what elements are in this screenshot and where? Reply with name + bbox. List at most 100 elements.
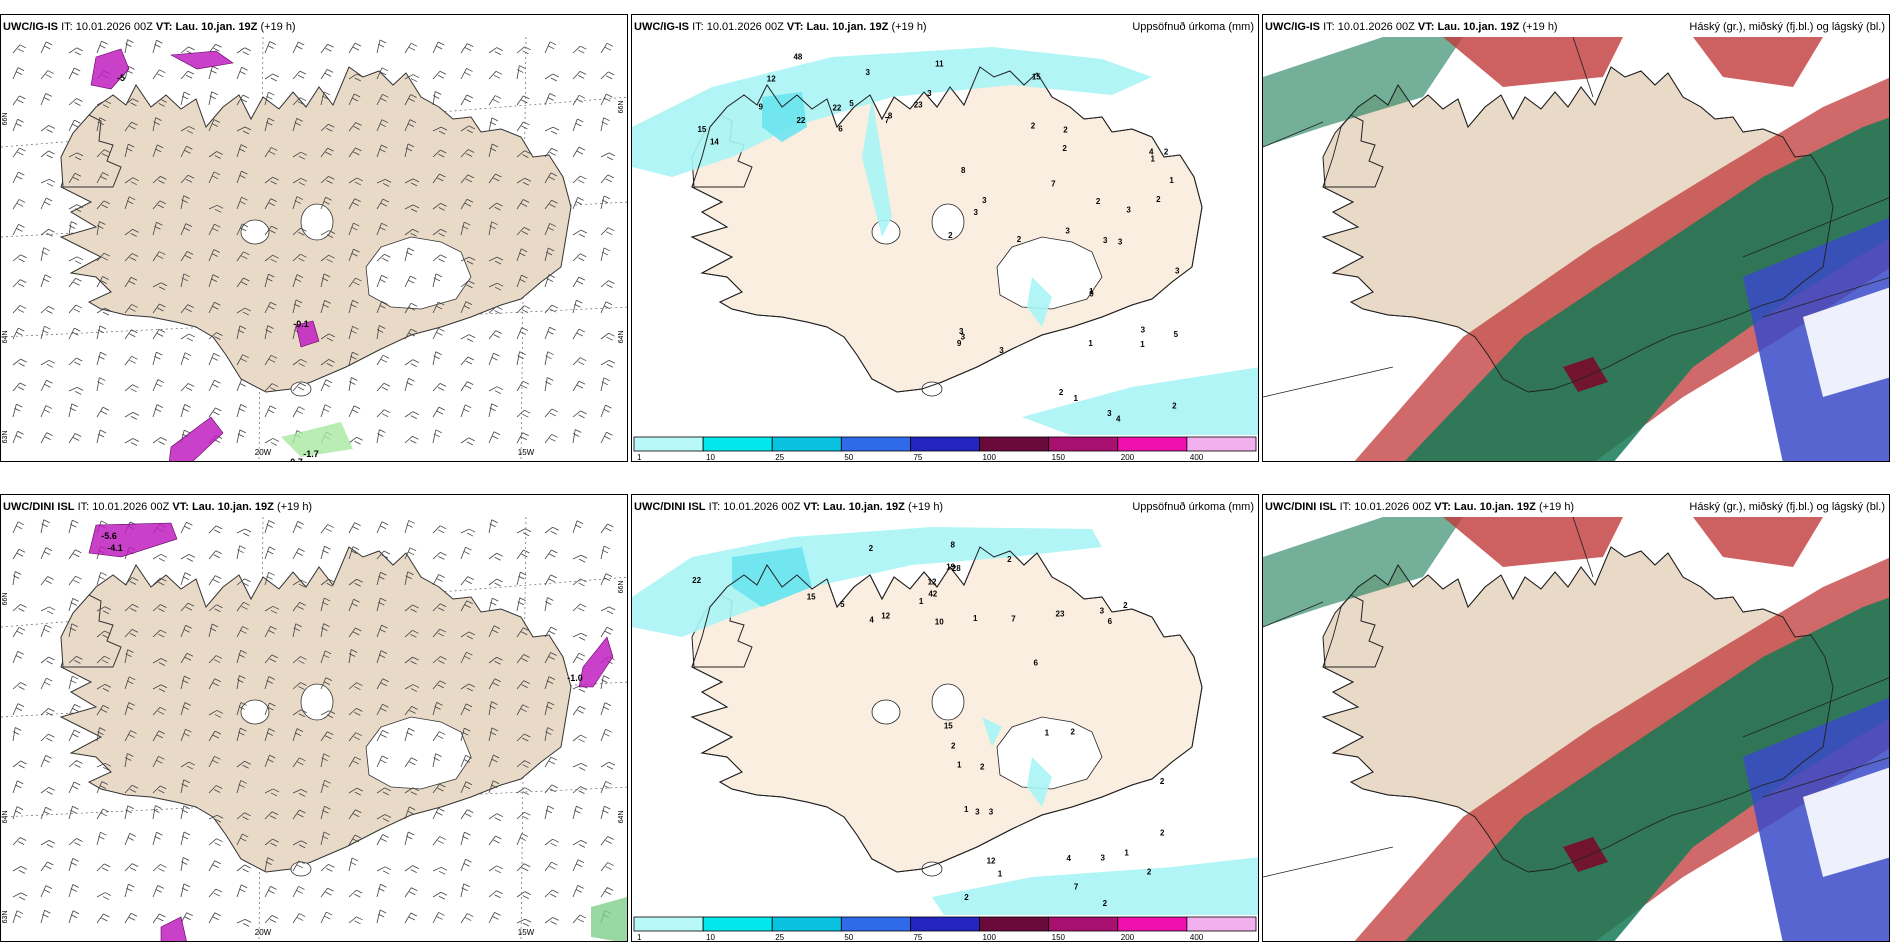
it-value: 10.01.2026 00Z <box>75 21 153 33</box>
wind-barb <box>516 380 530 392</box>
wind-barb <box>96 572 107 586</box>
wind-barb <box>180 883 191 898</box>
precip-shading <box>632 47 1258 447</box>
precip-value: 2 <box>1017 235 1022 244</box>
wind-barb <box>544 727 554 742</box>
wind-barb <box>544 377 554 392</box>
wind-barb <box>544 861 558 872</box>
wind-barb <box>320 273 331 288</box>
precip-value: 8 <box>888 111 893 120</box>
wind-barb <box>348 857 359 872</box>
wind-barb <box>96 762 112 771</box>
wind-barb <box>320 731 334 742</box>
magenta-area <box>90 48 130 90</box>
wind-barb <box>488 95 502 106</box>
wind-barb <box>124 649 134 664</box>
wind-barb <box>180 145 193 158</box>
wind-barb <box>180 333 196 342</box>
wind-barb <box>292 70 307 80</box>
wind-barb <box>376 144 388 158</box>
wind-barb <box>12 837 27 846</box>
wind-barb <box>68 304 83 314</box>
wind-barb <box>292 253 307 262</box>
wind-barb <box>348 546 360 560</box>
it-label: IT: <box>708 501 721 513</box>
wind-barb <box>516 654 530 664</box>
cloud-area <box>1443 37 1623 87</box>
wind-barb <box>432 202 447 211</box>
wind-barb <box>124 39 134 54</box>
wind-barb <box>292 520 304 534</box>
cloud-map-panel-igis: UWC/IG-IS IT: 10.01.2026 00Z VT: Lau. 10… <box>1262 14 1890 462</box>
wind-barb <box>152 200 167 210</box>
precip-value: 15 <box>944 721 953 730</box>
wind-barb <box>460 809 474 820</box>
panel-title: Uppsöfnuð úrkoma (mm) <box>1132 501 1254 513</box>
wind-barb <box>208 730 222 742</box>
glacier <box>300 683 334 721</box>
wind-barb <box>460 781 473 794</box>
wind-barb <box>68 781 81 794</box>
wind-barb <box>236 251 250 262</box>
wind-barb <box>432 891 448 900</box>
wind-barb <box>208 860 221 872</box>
wind-barb <box>180 652 194 664</box>
wind-barb <box>516 918 532 927</box>
precip-value: 7 <box>1074 883 1079 892</box>
wind-barb <box>236 144 248 158</box>
wind-barb <box>292 299 303 314</box>
precip-value: 42 <box>928 589 937 598</box>
wind-barb <box>292 623 302 638</box>
wind-barb <box>264 857 274 872</box>
wind-barb <box>68 47 83 56</box>
lead-time: (+19 h) <box>891 21 927 33</box>
wind-barb <box>292 274 304 288</box>
lead-time: (+19 h) <box>276 501 313 513</box>
wind-barb <box>572 839 588 848</box>
precip-value: 10 <box>935 617 944 626</box>
wind-barb <box>208 678 221 690</box>
panel-title: Uppsöfnuð úrkoma (mm) <box>1132 21 1254 33</box>
wind-barb <box>68 805 79 820</box>
wind-barb <box>404 787 419 796</box>
model-name: UWC/IG-IS <box>3 21 58 33</box>
wind-barb <box>40 247 50 262</box>
wind-barb <box>208 814 224 823</box>
colorbar-cell <box>633 916 704 932</box>
it-label: IT: <box>61 21 73 33</box>
wind-barb <box>264 273 275 288</box>
wind-barb <box>320 123 335 132</box>
wind-barb <box>96 172 109 184</box>
wind-barb <box>236 626 249 638</box>
wind-barb <box>236 277 250 288</box>
it-value: 10.01.2026 00Z <box>1337 21 1415 33</box>
wind-barb <box>320 863 335 872</box>
wind-barb <box>544 701 555 716</box>
wind-barb <box>68 327 81 340</box>
wind-barb <box>348 436 363 445</box>
lat-label: 64N <box>618 811 625 824</box>
wind-barb <box>40 228 55 237</box>
wind-barb <box>348 578 363 587</box>
value-label: -1.7 <box>303 449 319 459</box>
precip-value: 2 <box>1147 868 1152 877</box>
wind-barb <box>600 780 612 794</box>
wind-barb <box>432 41 445 54</box>
wind-barb <box>236 354 249 366</box>
wind-barb <box>516 248 528 262</box>
wind-barb <box>264 117 275 132</box>
wind-barb <box>348 73 364 82</box>
precip-value: 1 <box>973 614 978 623</box>
wind-barb <box>320 524 334 534</box>
wind-barb <box>124 784 139 794</box>
wind-barb <box>12 147 26 158</box>
wind-barb <box>96 351 107 366</box>
wind-barb <box>12 95 26 106</box>
wind-barb <box>152 379 165 392</box>
lon-label: 15W <box>518 928 535 937</box>
wind-barb <box>12 571 22 586</box>
map-area <box>1263 37 1889 461</box>
wind-barb <box>208 249 220 262</box>
